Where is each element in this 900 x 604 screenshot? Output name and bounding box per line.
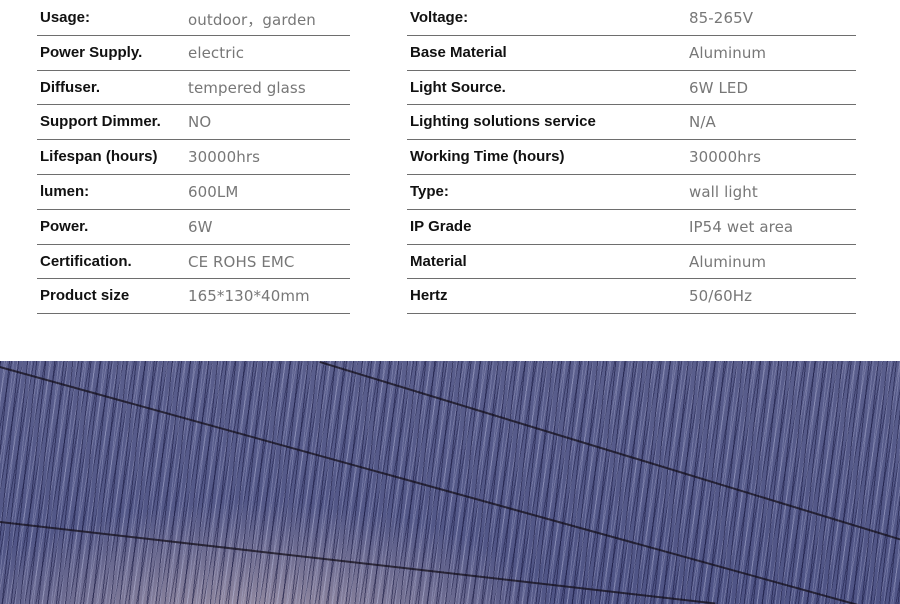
spec-row: Power Supply. electric [37,36,350,71]
spec-row: Type: wall light [407,175,856,210]
spec-value: 30000hrs [689,148,762,167]
spec-label: Base Material [410,43,507,61]
spec-value: Aluminum [689,43,767,62]
spec-value: 6W [188,217,213,236]
spec-value: Aluminum [689,252,767,271]
spec-row: Usage: outdoor，garden [37,1,350,36]
spec-label: Voltage: [410,9,469,26]
spec-row: Light Source. 6W LED [407,71,856,106]
spec-table-right: Voltage: 85-265V Base Material Aluminum Ligh… [407,1,856,315]
spec-row: Working Time (hours) 30000hrs [407,140,856,175]
spec-value: CE ROHS EMC [188,252,295,271]
spec-label: Material [410,252,467,270]
spec-value: 165*130*40mm [188,287,310,306]
spec-value: 50/60Hz [689,287,753,306]
spec-row: Certification. CE ROHS EMC [37,245,350,280]
spec-row: Hertz 50/60Hz [407,279,856,315]
spec-label: lumen: [40,182,90,200]
spec-value: 6W LED [689,78,749,97]
spec-row: Base Material Aluminum [407,36,856,71]
spec-row: Power. 6W [37,210,350,245]
spec-row: Product size 165*130*40mm [37,279,350,315]
spec-value: wall light [689,182,758,201]
spec-label: Diffuser. [40,78,101,96]
product-photo-rain-texture [0,361,900,604]
spec-label: Usage: [40,9,91,26]
spec-value: N/A [689,113,716,132]
spec-row: Diffuser. tempered glass [37,71,350,106]
spec-label: Power Supply. [40,43,143,61]
spec-label: Lighting solutions service [410,113,596,131]
spec-label: Hertz [410,287,448,305]
spec-value: tempered glass [188,78,306,97]
spec-label: Type: [410,182,449,200]
spec-value: 85-265V [689,9,754,27]
spec-row: Voltage: 85-265V [407,1,856,36]
spec-label: Power. [40,217,89,235]
spec-value: 30000hrs [188,148,261,167]
spec-value: IP54 wet area [689,217,794,236]
spec-value: 600LM [188,182,239,201]
spec-label: Working Time (hours) [410,148,565,166]
spec-label: Light Source. [410,78,506,96]
spec-label: Certification. [40,252,132,270]
spec-row: Lifespan (hours) 30000hrs [37,140,350,175]
photo-seam [0,366,887,604]
spec-table-left: Usage: outdoor，garden Power Supply. electri… [37,1,350,315]
spec-row: Lighting solutions service N/A [407,105,856,141]
spec-row: IP Grade IP54 wet area [407,210,856,245]
photo-seam [0,521,716,604]
spec-value: NO [188,113,212,132]
spec-label: Lifespan (hours) [40,148,158,166]
spec-label: Support Dimmer. [40,113,161,131]
spec-row: Support Dimmer. NO [37,105,350,141]
spec-value: electric [188,43,245,62]
spec-row: Material Aluminum [407,245,856,280]
spec-value: outdoor，garden [188,11,316,29]
photo-seam [319,361,900,545]
spec-label: IP Grade [410,217,472,235]
spec-label: Product size [40,287,130,305]
spec-row: lumen: 600LM [37,175,350,210]
